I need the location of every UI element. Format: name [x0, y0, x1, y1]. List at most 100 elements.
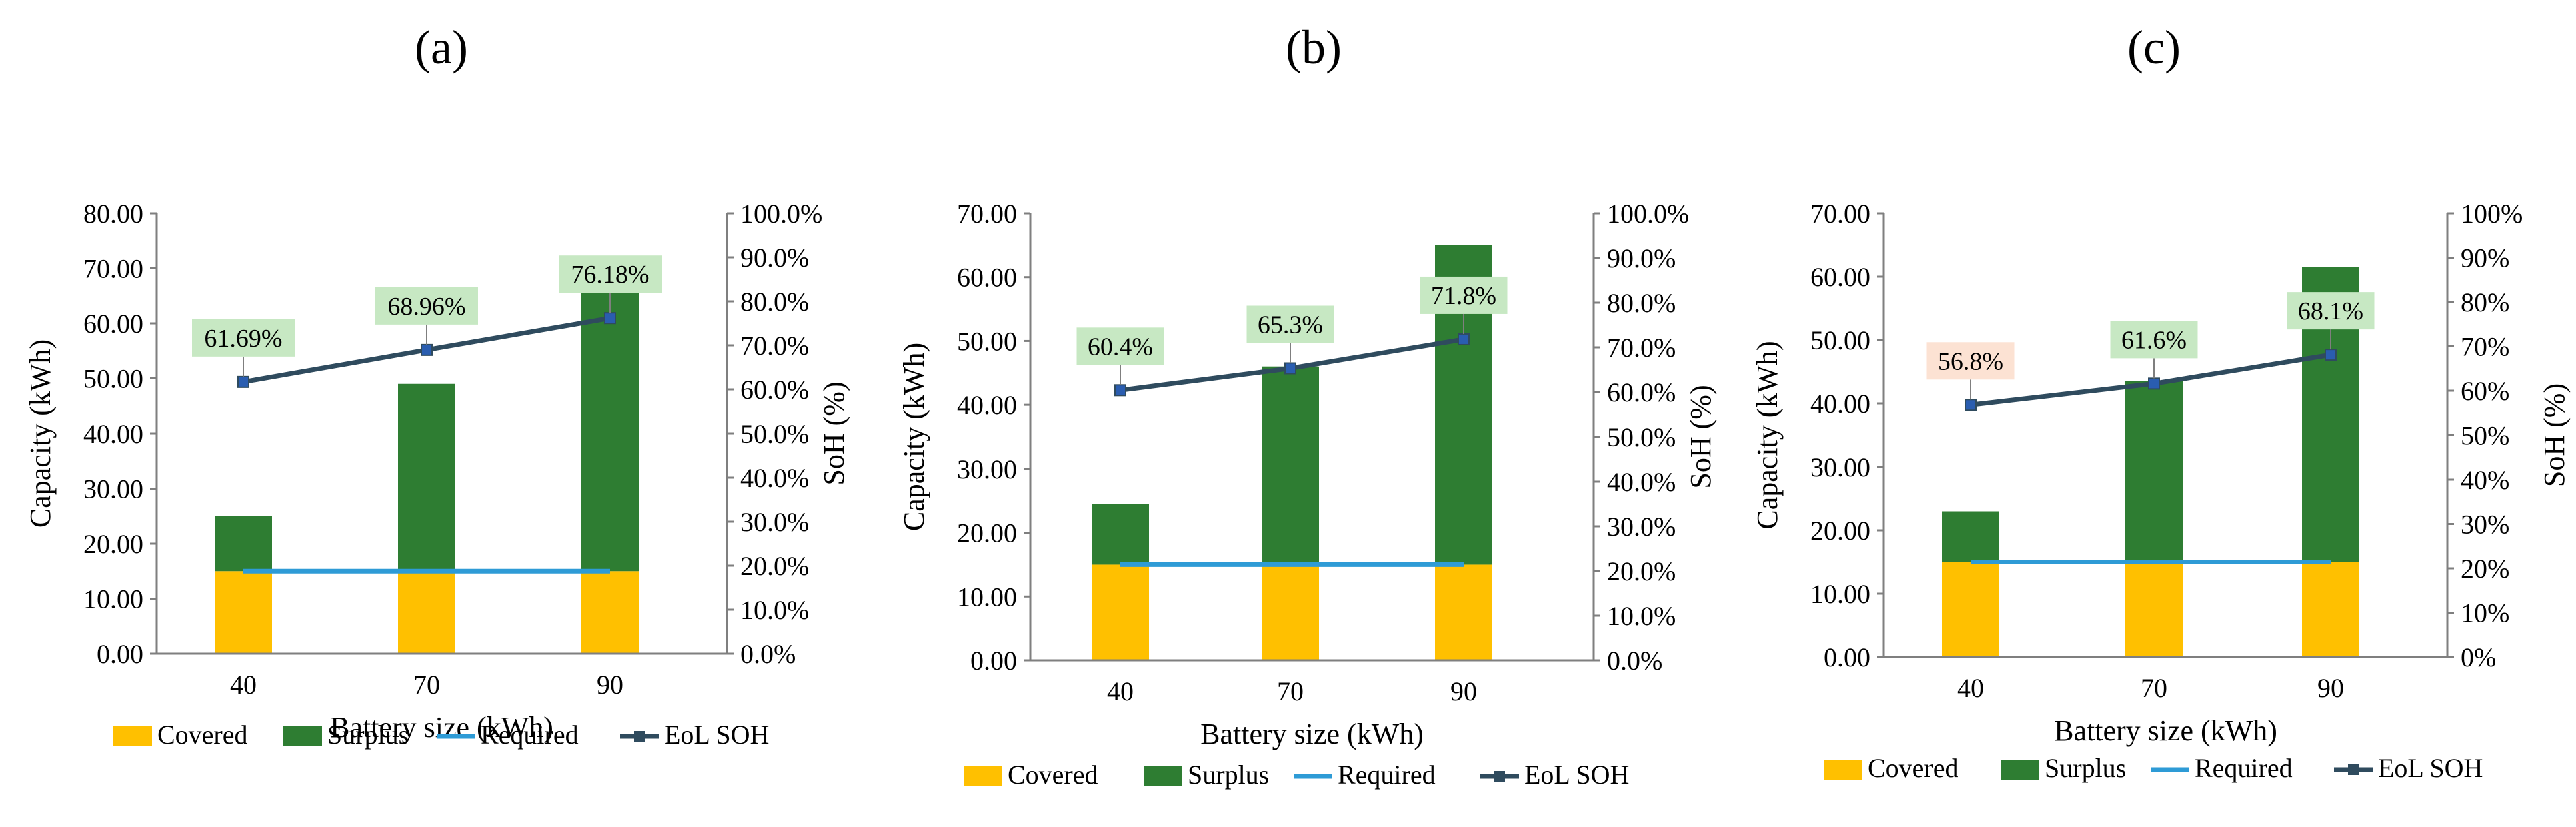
y-tick-label: 0.00: [970, 646, 1017, 676]
y2-tick-label: 90.0%: [740, 243, 809, 273]
eol-soh-marker: [1965, 399, 1977, 411]
y2-tick-label: 50.0%: [1607, 422, 1676, 452]
legend-swatch: [964, 766, 1002, 786]
legend-label: Surplus: [327, 720, 409, 750]
y2-tick-label: 50.0%: [740, 419, 809, 449]
bar-surplus: [1092, 504, 1149, 565]
x-tick-label: 40: [230, 670, 257, 700]
bar-surplus: [2125, 381, 2183, 562]
y2-tick-label: 90%: [2461, 243, 2509, 273]
eol-soh-marker: [1458, 333, 1470, 345]
data-label-box: [2287, 292, 2375, 330]
y2-tick-label: 100%: [2461, 199, 2523, 229]
y2-tick-label: 10.0%: [1607, 601, 1676, 631]
x-tick-label: 70: [413, 670, 440, 700]
bar-covered: [398, 571, 455, 654]
legend-label: Required: [2195, 753, 2293, 783]
y-tick-label: 20.00: [957, 518, 1017, 548]
y-tick-label: 70.00: [1810, 199, 1870, 229]
panel-label: (b): [1286, 21, 1342, 74]
legend-swatch: [1824, 760, 1862, 780]
chart-panel-c: (c) 0.00 10.00 20.00 30.00 40.00 50.00 60.00 70.…: [1720, 0, 2576, 827]
chart-panel-b: (b) 0.00 10.00 20.00 30.00 40.00 50.00 60.00 70.…: [860, 0, 1720, 827]
y-tick-label: 0.00: [1824, 642, 1870, 672]
y2-tick-label: 10%: [2461, 598, 2509, 628]
y-tick-label: 30.00: [83, 474, 143, 504]
y-tick-label: 30.00: [957, 454, 1017, 484]
legend-label: EoL SOH: [2378, 753, 2483, 783]
eol-soh-marker: [2148, 377, 2160, 390]
y-tick-label: 30.00: [1810, 452, 1870, 482]
x-tick-label: 90: [2317, 673, 2344, 703]
x-tick-label: 90: [597, 670, 623, 700]
y2-tick-label: 70.0%: [740, 331, 809, 361]
bar-covered: [2302, 562, 2359, 657]
y-axis-title: Capacity (kWh): [1751, 341, 1784, 529]
y2-tick-label: 60.0%: [740, 375, 809, 405]
y2-axis-title: SoH (%): [1684, 385, 1717, 488]
y-tick-label: 40.00: [1810, 389, 1870, 419]
x-axis-title: Battery size (kWh): [1200, 718, 1424, 750]
y-tick-label: 10.00: [1810, 579, 1870, 609]
bar-covered: [1435, 564, 1492, 660]
y2-axis-title: SoH (%): [818, 381, 850, 485]
y2-tick-label: 40.0%: [740, 463, 809, 493]
chart-panel-a: (a) 0.00 10.00 20.00 30.00 40.00 50.00 60.00 70.…: [0, 0, 860, 827]
bar-surplus: [398, 383, 455, 572]
data-label: 61.69%: [204, 325, 282, 353]
y-tick-label: 50.00: [83, 364, 143, 394]
data-label-box: [1420, 276, 1508, 314]
y-tick-label: 80.00: [83, 199, 143, 229]
y2-tick-label: 60%: [2461, 376, 2509, 406]
y-tick-label: 20.00: [1810, 516, 1870, 546]
y2-tick-label: 10.0%: [740, 595, 809, 625]
data-label-box: [1076, 327, 1164, 365]
bar-covered: [1262, 564, 1319, 660]
x-tick-label: 40: [1957, 673, 1984, 703]
data-label: 65.3%: [1258, 311, 1323, 339]
x-tick-label: 70: [2141, 673, 2167, 703]
bar-surplus: [215, 516, 272, 572]
y2-tick-label: 0%: [2461, 642, 2496, 672]
legend-marker: [2348, 764, 2359, 775]
y-tick-label: 70.00: [83, 254, 143, 284]
y2-tick-label: 20.0%: [1607, 556, 1676, 586]
x-axis-title: Battery size (kWh): [2054, 714, 2277, 747]
y2-tick-label: 100.0%: [1607, 199, 1689, 229]
y-tick-label: 70.00: [957, 199, 1017, 229]
eol-soh-marker: [604, 312, 616, 325]
eol-soh-marker: [237, 375, 249, 388]
y-axis-title: Capacity (kWh): [24, 339, 57, 528]
y2-tick-label: 60.0%: [1607, 377, 1676, 407]
y-tick-label: 50.00: [1810, 325, 1870, 355]
legend-label: Covered: [1868, 753, 1959, 783]
data-label-box: [1926, 342, 2015, 380]
data-label-box: [1246, 305, 1334, 343]
legend-swatch: [2001, 760, 2039, 780]
y-tick-label: 10.00: [957, 582, 1017, 612]
y2-tick-label: 70.0%: [1607, 333, 1676, 363]
data-label: 68.96%: [387, 293, 465, 321]
panel-label: (c): [2127, 21, 2181, 74]
data-label: 71.8%: [1431, 282, 1496, 310]
legend-label: Covered: [157, 720, 248, 750]
y2-tick-label: 50%: [2461, 421, 2509, 451]
legend-label: EoL SOH: [664, 720, 769, 750]
data-label-box: [559, 255, 662, 293]
y2-tick-label: 70%: [2461, 332, 2509, 362]
chart-b-svg: (b) 0.00 10.00 20.00 30.00 40.00 50.00 60.00 70.…: [898, 21, 1717, 790]
bar-covered: [1092, 564, 1149, 660]
x-tick-label: 40: [1107, 676, 1134, 706]
eol-soh-marker: [421, 343, 433, 356]
y-tick-label: 60.00: [83, 309, 143, 339]
x-tick-label: 70: [1277, 676, 1304, 706]
y-tick-label: 60.00: [1810, 262, 1870, 292]
chart-a-svg: (a) 0.00 10.00 20.00 30.00 40.00 50.00 60.00 70.…: [24, 21, 850, 750]
legend-label: Surplus: [1188, 760, 1269, 790]
legend-label: Surplus: [2045, 753, 2126, 783]
chart-c-svg: (c) 0.00 10.00 20.00 30.00 40.00 50.00 60.00 70.…: [1751, 21, 2571, 783]
data-label-box: [192, 319, 295, 357]
data-label: 60.4%: [1088, 333, 1153, 361]
y-tick-label: 0.00: [97, 639, 143, 669]
data-label: 68.1%: [2298, 297, 2363, 325]
